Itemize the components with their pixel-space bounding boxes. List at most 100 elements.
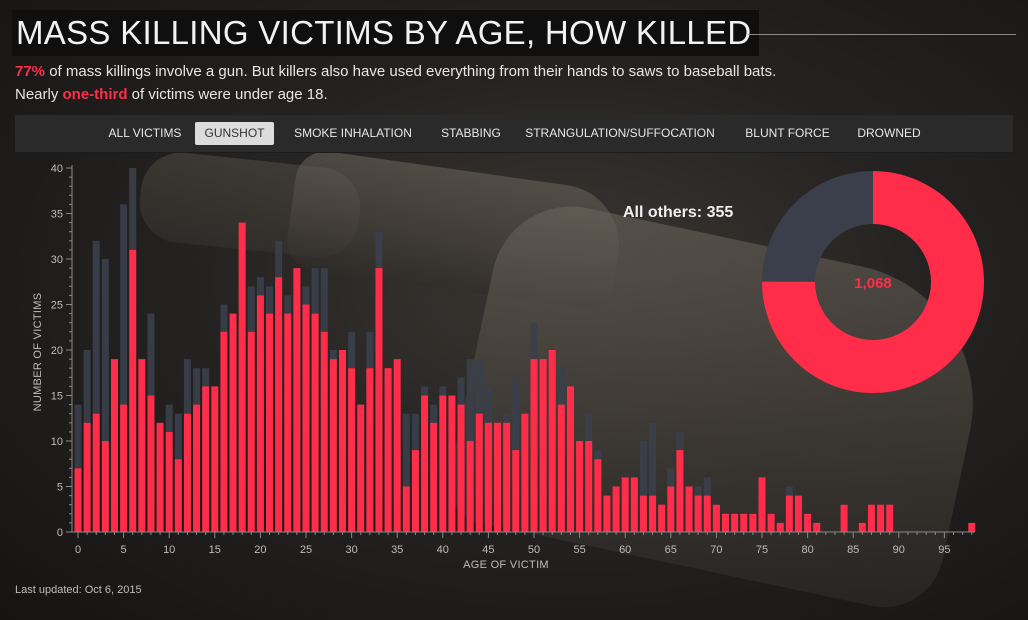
x-tick-label-55: 55: [573, 544, 585, 556]
bar-gunshot-age-40: [439, 395, 447, 532]
bar-gunshot-age-84: [840, 504, 848, 532]
bar-others-age-13: [193, 368, 201, 405]
bar-others-age-37: [411, 413, 419, 451]
tab-stabbing[interactable]: STABBING: [441, 126, 501, 140]
bar-others-age-3: [101, 259, 109, 441]
bar-others-age-56: [585, 413, 593, 441]
donut-slice-gunshot: [762, 171, 984, 394]
bar-others-age-62: [639, 441, 647, 496]
bar-gunshot-age-79: [794, 495, 802, 532]
bar-gunshot-age-66: [676, 450, 684, 532]
bar-others-age-78: [785, 486, 793, 496]
bar-gunshot-age-46: [494, 422, 502, 532]
bar-others-age-0: [74, 404, 82, 469]
page-title: MASS KILLING VICTIMS BY AGE, HOW KILLED: [12, 10, 760, 56]
x-tick-label-40: 40: [437, 544, 449, 556]
x-tick-label-90: 90: [893, 544, 905, 556]
bar-gunshot-age-4: [110, 359, 118, 532]
bar-others-age-42: [457, 377, 465, 405]
bar-others-age-57: [594, 450, 602, 460]
bar-others-age-14: [202, 368, 210, 387]
bar-gunshot-age-21: [266, 313, 274, 532]
x-tick-label-70: 70: [710, 544, 722, 556]
bar-gunshot-age-74: [749, 513, 757, 532]
bar-gunshot-age-43: [466, 441, 474, 532]
bar-gunshot-age-69: [703, 495, 711, 532]
bar-others-age-63: [649, 422, 657, 496]
tab-drowned[interactable]: DROWNED: [857, 126, 921, 140]
bar-others-age-19: [247, 286, 255, 332]
x-tick-label-10: 10: [163, 544, 175, 556]
under-18-highlight: one-third: [62, 86, 128, 103]
bar-gunshot-age-55: [576, 441, 584, 532]
bar-gunshot-age-13: [193, 404, 201, 532]
bar-gunshot-age-6: [129, 249, 137, 532]
bar-gunshot-age-22: [275, 277, 283, 532]
bar-gunshot-age-5: [120, 404, 128, 532]
bar-others-age-20: [256, 277, 264, 296]
bar-gunshot-age-45: [484, 422, 492, 532]
bar-others-age-68: [694, 486, 702, 496]
bar-others-age-1: [83, 350, 91, 423]
bar-others-age-30: [348, 331, 356, 369]
bar-others-age-11: [174, 413, 182, 460]
tab-blunt-force[interactable]: BLUNT FORCE: [745, 126, 830, 140]
bar-gunshot-age-48: [512, 450, 520, 532]
bar-gunshot-age-10: [165, 431, 173, 532]
bar-gunshot-age-50: [530, 359, 538, 532]
bar-others-age-16: [220, 304, 228, 332]
bar-gunshot-age-49: [521, 413, 529, 532]
bar-gunshot-age-87: [867, 504, 875, 532]
y-tick-label-30: 30: [51, 254, 63, 266]
bar-others-age-65: [667, 468, 675, 487]
bar-gunshot-age-33: [375, 268, 383, 532]
bar-others-age-38: [421, 386, 429, 396]
bar-gunshot-age-7: [138, 359, 146, 532]
bar-others-age-2: [92, 240, 100, 414]
bar-gunshot-age-9: [156, 422, 164, 532]
bar-gunshot-age-14: [202, 386, 210, 532]
bar-gunshot-age-18: [238, 222, 246, 532]
bar-gunshot-age-53: [557, 404, 565, 532]
subtitle-line-2: Nearly one-third of victims were under a…: [15, 83, 776, 106]
bar-others-age-33: [375, 231, 383, 269]
bar-gunshot-age-27: [320, 331, 328, 532]
x-tick-label-35: 35: [391, 544, 403, 556]
tab-all-victims[interactable]: ALL VICTIMS: [108, 126, 182, 140]
bar-gunshot-age-75: [758, 477, 766, 532]
bar-gunshot-age-25: [302, 304, 310, 532]
bar-others-age-5: [120, 204, 128, 405]
tab-gunshot[interactable]: GUNSHOT: [195, 122, 274, 145]
subtitle-line-1: 77% of mass killings involve a gun. But …: [15, 60, 776, 83]
bar-others-age-6: [129, 168, 137, 250]
bar-gunshot-age-35: [393, 359, 401, 532]
x-axis-title: AGE OF VICTIM: [463, 559, 549, 571]
bar-gunshot-age-57: [594, 459, 602, 532]
bar-gunshot-age-80: [804, 513, 812, 532]
tab-strangulation-suffocation[interactable]: STRANGULATION/SUFFOCATION: [525, 126, 715, 140]
bar-gunshot-age-32: [366, 368, 374, 532]
bar-gunshot-age-8: [147, 395, 155, 532]
x-tick-label-85: 85: [847, 544, 859, 556]
bar-others-age-50: [530, 322, 538, 360]
bar-others-age-32: [366, 331, 374, 369]
x-tick-label-0: 0: [75, 544, 81, 556]
donut-chart: [762, 171, 984, 394]
bar-others-age-21: [266, 286, 274, 314]
bar-gunshot-age-68: [694, 495, 702, 532]
x-tick-label-65: 65: [665, 544, 677, 556]
tab-smoke-inhalation[interactable]: SMOKE INHALATION: [294, 126, 412, 140]
bar-gunshot-age-42: [457, 404, 465, 532]
subtitle-line-2-suffix: of victims were under age 18.: [127, 86, 328, 103]
y-tick-label-5: 5: [57, 482, 63, 494]
bar-gunshot-age-26: [311, 313, 319, 532]
y-tick-label-40: 40: [51, 163, 63, 175]
bar-gunshot-age-29: [338, 350, 346, 532]
bar-gunshot-age-64: [658, 504, 666, 532]
bar-gunshot-age-81: [813, 522, 821, 532]
bar-gunshot-age-54: [566, 386, 574, 532]
bar-gunshot-age-63: [649, 495, 657, 532]
bar-gunshot-age-47: [503, 422, 511, 532]
bar-gunshot-age-20: [256, 295, 264, 532]
bar-gunshot-age-37: [411, 450, 419, 532]
